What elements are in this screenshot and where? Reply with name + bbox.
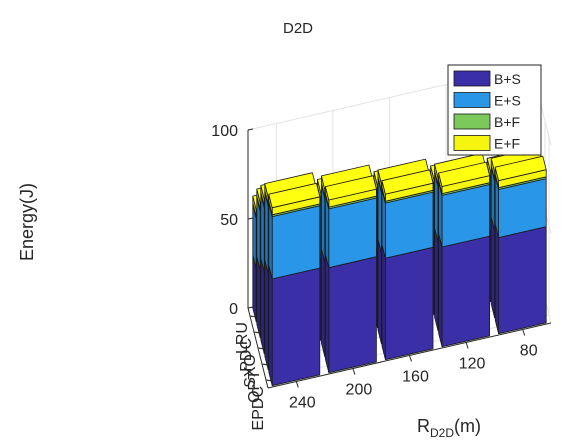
z-tick-label: 100 <box>211 123 238 140</box>
x-axis-label-suffix: (m) <box>454 416 481 436</box>
bar-EPDC-160-B+S-side <box>381 244 386 361</box>
radius-tick-mark <box>295 381 299 388</box>
algorithm-tick-mark <box>265 379 273 382</box>
bar-EPDC-200-E+S <box>328 197 377 269</box>
bar-EPDC-80-B+S-side <box>494 223 500 335</box>
x-axis-label: RD2D(m) <box>417 416 481 440</box>
radius-tick-label: 240 <box>289 395 316 412</box>
z-tick-label: 50 <box>220 212 238 229</box>
radius-tick-mark <box>522 329 526 336</box>
z-tick-label: 0 <box>229 301 238 318</box>
algorithm-tick-label: SXO <box>242 354 259 388</box>
axes-layer: D2D Energy(J) RD2D(m) 050100EPDCOPTSXOPD… <box>17 20 552 440</box>
algorithm-tick-label: LRU <box>234 322 251 354</box>
bar-EPDC-240-E+F-top <box>268 182 321 209</box>
x-axis-label-base: R <box>417 416 430 436</box>
legend-swatch <box>453 113 491 130</box>
radius-tick-mark <box>409 355 412 362</box>
bar-EPDC-80-B+S <box>498 226 547 335</box>
legend-label: B+S <box>494 71 521 87</box>
bar-EPDC-200-B+S-side <box>324 253 330 374</box>
algorithm-tick-mark <box>261 363 269 366</box>
radius-tick-mark <box>352 368 356 375</box>
bar-EPDC-200-E+F-top <box>324 175 377 201</box>
legend-label: E+F <box>494 136 520 152</box>
bar-EPDC-160-E+F-top <box>381 169 434 195</box>
bar-EPDC-240-B+S-side <box>268 264 273 387</box>
z-tick-mark <box>247 217 254 220</box>
radius-tick-label: 160 <box>402 369 429 386</box>
bar-OPT-80-B+S-side <box>490 216 496 319</box>
algorithm-tick-label: OPT <box>246 370 263 403</box>
bar-OPT-200-B+S-side <box>320 248 326 358</box>
radius-tick-label: 120 <box>459 356 486 373</box>
legend-swatch <box>453 135 491 151</box>
bars-layer <box>252 146 547 387</box>
bar-EPDC-240-E+S <box>271 205 321 280</box>
x-axis-label-subscript: D2D <box>430 426 454 440</box>
algorithm-tick-label: EPDC <box>250 386 267 430</box>
z-tick-mark <box>247 128 254 131</box>
legend-label: E+S <box>494 93 521 109</box>
legend-swatch <box>453 70 491 87</box>
y-axis-label: Energy(J) <box>17 183 37 261</box>
radius-tick-label: 80 <box>520 343 538 360</box>
bar-EPDC-120-B+S <box>441 235 491 348</box>
chart-title: D2D <box>283 20 313 37</box>
bar-EPDC-80-E+F-top <box>494 155 547 182</box>
bar-EPDC-200-B+S <box>328 256 377 374</box>
bar-OPT-240-B+S-side <box>264 259 269 371</box>
bar-SXO-240-B+S-side <box>260 257 265 355</box>
bar-EPDC-120-B+S-side <box>438 233 443 348</box>
bar-OPT-160-B+S-side <box>377 239 382 345</box>
bar-EPDC-160-E+S <box>384 191 434 259</box>
radius-tick-label: 200 <box>346 382 373 399</box>
legend-swatch <box>453 92 491 108</box>
algorithm-tick-mark <box>249 315 257 318</box>
bar-EPDC-240-B+S <box>271 267 321 387</box>
algorithm-tick-label: PDC <box>238 338 255 372</box>
radius-tick-mark <box>465 342 469 349</box>
algorithm-tick-mark <box>253 331 261 334</box>
legend-label: B+F <box>494 114 520 130</box>
bar-EPDC-120-E+F-top <box>438 161 491 187</box>
bar-OPT-120-B+S-side <box>434 227 439 332</box>
bar-EPDC-160-B+S <box>384 246 434 361</box>
legend: B+S E+S B+F E+F <box>447 64 542 156</box>
z-tick-mark <box>247 306 254 309</box>
algorithm-tick-mark <box>257 347 265 350</box>
